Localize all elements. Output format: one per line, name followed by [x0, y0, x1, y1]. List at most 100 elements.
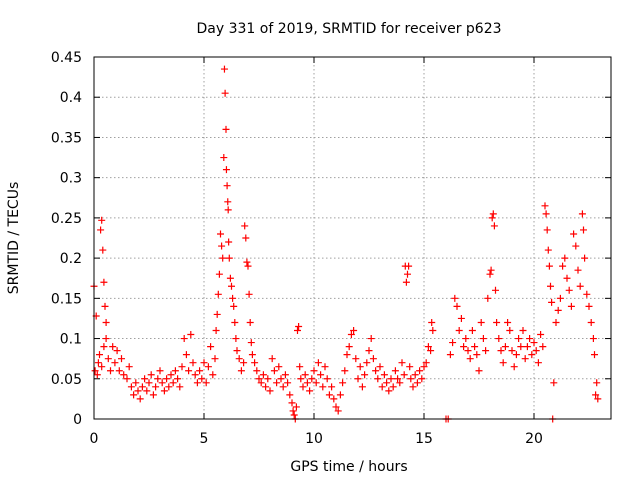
y-tick-label: 0.15 — [51, 291, 82, 307]
data-point — [235, 355, 243, 363]
data-point — [409, 383, 417, 391]
data-point — [295, 322, 303, 330]
data-point — [158, 379, 166, 387]
data-point — [113, 347, 121, 355]
data-point — [554, 306, 562, 314]
data-point — [93, 371, 101, 379]
data-point — [477, 318, 485, 326]
data-point — [574, 266, 582, 274]
data-point — [147, 371, 155, 379]
data-point — [519, 327, 527, 335]
data-point — [468, 327, 476, 335]
data-point — [473, 351, 481, 359]
y-tick-label: 0.3 — [60, 171, 82, 187]
data-point — [132, 379, 140, 387]
data-point — [550, 379, 558, 387]
data-points — [90, 65, 602, 423]
data-point — [289, 407, 297, 415]
data-point — [429, 327, 437, 335]
data-point — [389, 383, 397, 391]
data-point — [406, 363, 414, 371]
data-point — [466, 355, 474, 363]
data-point — [528, 351, 536, 359]
data-point — [319, 383, 327, 391]
data-point — [508, 347, 516, 355]
plot-frame — [93, 56, 612, 420]
data-point — [475, 367, 483, 375]
data-point — [593, 379, 601, 387]
data-point — [196, 367, 204, 375]
data-point — [358, 383, 366, 391]
data-point — [585, 302, 593, 310]
data-point — [405, 262, 413, 270]
data-point — [284, 379, 292, 387]
data-point — [259, 371, 267, 379]
data-point — [214, 290, 222, 298]
data-point — [223, 182, 231, 190]
data-point — [308, 375, 316, 383]
data-point — [422, 359, 430, 367]
data-point — [99, 246, 107, 254]
data-point — [501, 343, 509, 351]
data-point — [567, 302, 575, 310]
data-point — [286, 391, 294, 399]
data-point — [398, 359, 406, 367]
data-point — [510, 363, 518, 371]
data-point — [420, 363, 428, 371]
data-point — [321, 363, 329, 371]
data-point — [301, 371, 309, 379]
data-point — [394, 375, 402, 383]
data-point — [471, 343, 479, 351]
data-point — [294, 327, 301, 335]
data-point — [543, 226, 551, 234]
data-point — [539, 343, 547, 351]
y-tick-label: 0.45 — [51, 50, 82, 66]
data-point — [229, 294, 237, 302]
data-point — [290, 411, 298, 419]
data-point — [487, 266, 495, 274]
data-point — [198, 375, 206, 383]
data-point — [292, 403, 300, 411]
data-point — [367, 335, 375, 343]
data-point — [231, 318, 239, 326]
data-point — [594, 395, 602, 403]
data-point — [561, 254, 569, 262]
data-point — [339, 379, 347, 387]
data-point — [576, 282, 584, 290]
data-point — [244, 262, 252, 270]
data-point — [402, 278, 410, 286]
data-point — [583, 290, 591, 298]
data-point — [251, 359, 259, 367]
data-point — [314, 359, 322, 367]
data-point — [174, 375, 182, 383]
data-point — [378, 383, 386, 391]
data-point — [224, 206, 232, 214]
data-point — [125, 363, 133, 371]
data-point — [101, 302, 109, 310]
data-point — [165, 383, 173, 391]
data-point — [530, 339, 538, 347]
y-tick-label: 0.35 — [51, 130, 82, 146]
data-point — [156, 367, 164, 375]
data-point — [352, 355, 360, 363]
data-point — [317, 371, 325, 379]
data-point — [222, 166, 230, 174]
data-point — [504, 318, 512, 326]
data-point — [169, 379, 177, 387]
data-point — [354, 375, 362, 383]
data-point — [489, 210, 497, 218]
data-point — [222, 125, 230, 133]
y-tick-label: 0 — [73, 412, 82, 428]
data-point — [220, 154, 228, 162]
data-point — [591, 351, 598, 359]
data-point — [257, 379, 265, 387]
y-tick-label: 0.1 — [60, 332, 82, 348]
data-point — [427, 347, 435, 355]
data-point — [589, 335, 597, 343]
data-point — [220, 65, 228, 73]
data-point — [127, 383, 135, 391]
data-point — [270, 367, 278, 375]
data-point — [570, 230, 578, 238]
